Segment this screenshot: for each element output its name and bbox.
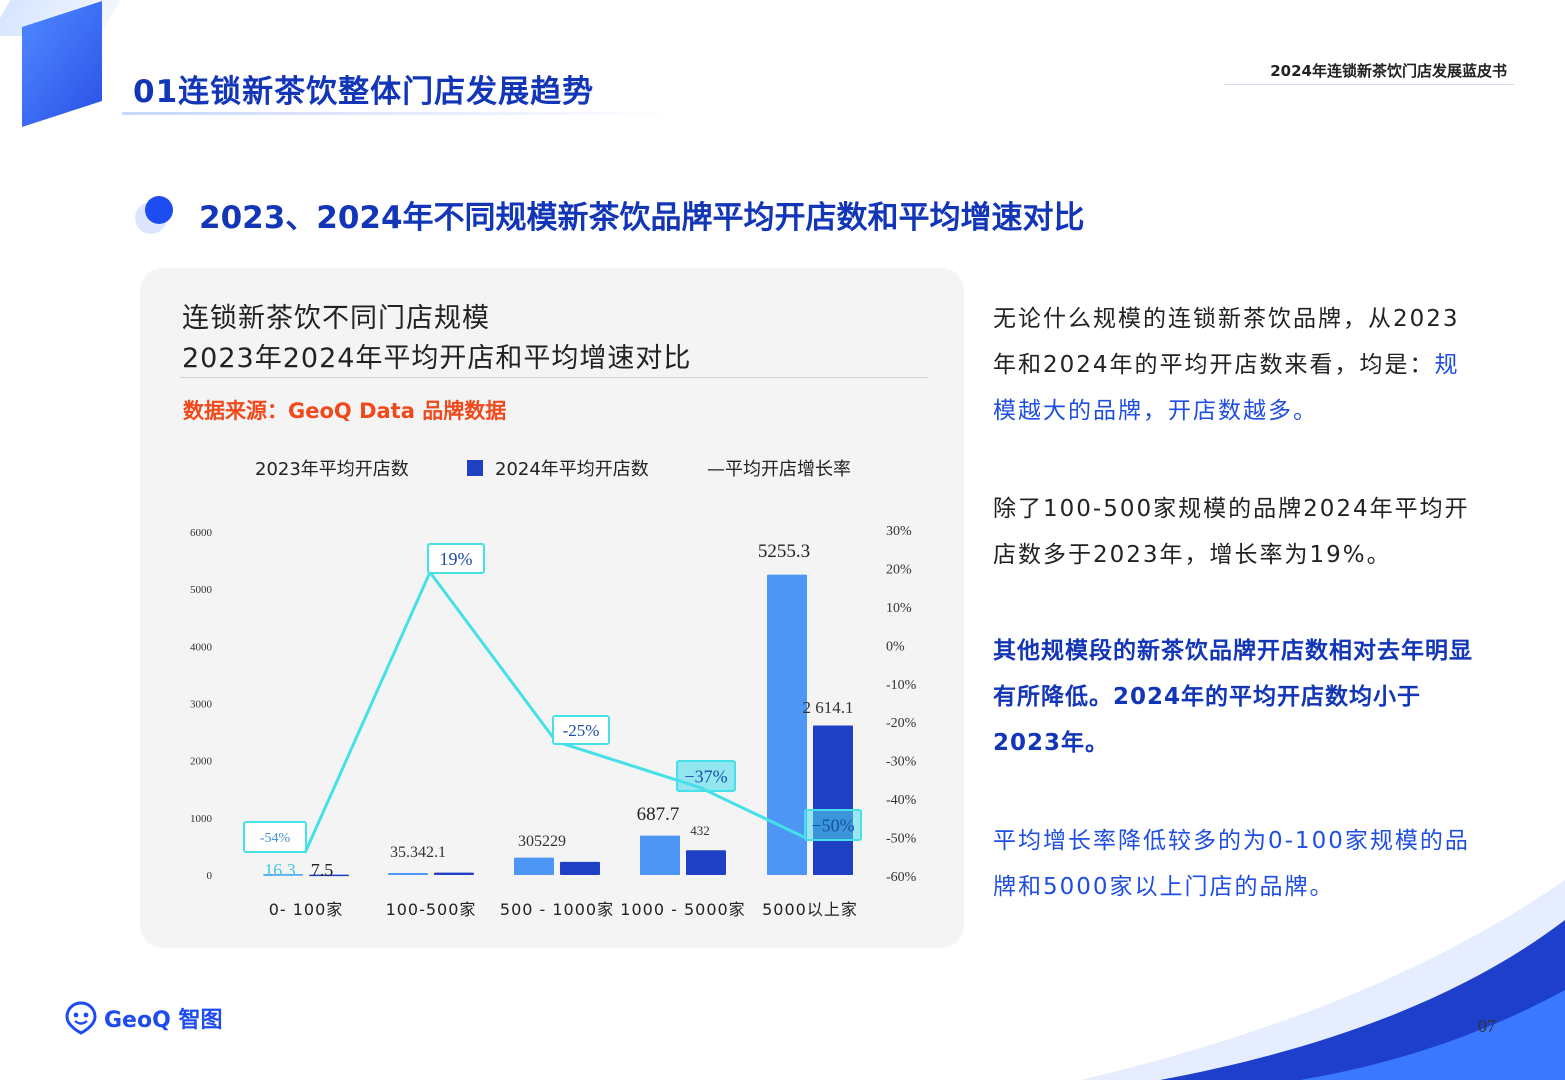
geoq-logo-icon: [65, 1001, 97, 1035]
paragraph-4: 平均增长率降低较多的为0-100家规模的品牌和5000家以上门店的品牌。: [993, 828, 1470, 900]
bar-label-2023: 5255.3: [758, 541, 810, 562]
growth-rate-callout: [676, 760, 736, 792]
chart-title-line-1: 连锁新茶饮不同门店规模: [182, 303, 490, 334]
bar-2023: [514, 857, 554, 875]
x-tick-label: 1000 - 5000家: [620, 900, 745, 919]
bar-2024: [434, 872, 474, 875]
y-left-tick-label: 1000: [190, 813, 213, 825]
section-title-underline: [122, 112, 682, 115]
growth-rate-label: -54%: [260, 831, 291, 846]
legend-2024-swatch: [467, 460, 483, 476]
paragraph-1-text: 无论什么规模的连锁新茶饮品牌，从2023年和2024年的平均开店数来看，均是：: [993, 306, 1460, 378]
footer-logo: GeoQ 智图: [64, 1001, 222, 1035]
x-tick-label: 500 - 1000家: [500, 900, 614, 919]
bar-label-2024: 2 614.1: [803, 698, 854, 717]
y-right-tick-label: 10%: [886, 601, 912, 616]
y-right-tick-label: -60%: [886, 870, 917, 885]
section-title: 01连锁新茶饮整体门店发展趋势: [133, 74, 595, 110]
bar-label-2024: 7.5: [311, 860, 334, 880]
slide-subtitle: 2023、2024年不同规模新茶饮品牌平均开店数和平均增速对比: [199, 200, 1085, 236]
chart-title-line-2: 2023年2024年平均开店和平均增速对比: [182, 343, 692, 374]
y-right-tick-label: 20%: [886, 562, 912, 577]
y-left-tick-label: 6000: [190, 527, 213, 539]
bar-2024: [560, 861, 600, 875]
y-right-tick-label: -10%: [886, 678, 917, 693]
bar-2023: [263, 874, 303, 876]
bar-2024: [813, 725, 853, 875]
bar-label-merged: 35.342.1: [390, 844, 446, 861]
y-right-tick-label: -40%: [886, 793, 917, 808]
x-tick-label: 5000以上家: [762, 900, 858, 919]
y-right-tick-label: -20%: [886, 716, 917, 731]
x-tick-label: 100-500家: [386, 900, 477, 919]
subtitle-bullet-icon: [131, 196, 175, 236]
y-right-tick-label: -30%: [886, 755, 917, 770]
paragraph-1-highlight: 规模越大的品牌，开店数越多。: [993, 352, 1460, 424]
y-left-tick-label: 3000: [190, 699, 213, 711]
bar-2023: [640, 835, 680, 875]
growth-rate-callout: [427, 543, 485, 574]
bar-label-2023: 16.3: [264, 860, 296, 880]
y-left-tick-label: 0: [207, 870, 213, 882]
bar-2023: [388, 872, 428, 875]
document-title: 2024年连锁新茶饮门店发展蓝皮书: [1270, 62, 1507, 80]
y-right-tick-label: -50%: [886, 832, 917, 847]
x-tick-label: 0- 100家: [269, 900, 344, 919]
paragraph-2: 除了100-500家规模的品牌2024年平均开店数多于2023年，增长率为19%…: [993, 496, 1470, 568]
logo-text: GeoQ 智图: [104, 1008, 223, 1033]
legend-2023-label: 2023年平均开店数: [255, 459, 409, 480]
bar-label-2023: 687.7: [637, 804, 680, 825]
growth-rate-callout: [243, 821, 307, 853]
page-number: 07: [1478, 1016, 1496, 1036]
growth-rate-callout: [552, 715, 610, 745]
y-left-tick-label: 5000: [190, 584, 213, 596]
legend-2024-label: 2024年平均开店数: [495, 459, 649, 480]
bar-label-2024: 432: [690, 823, 710, 838]
growth-rate-line: [303, 569, 806, 854]
growth-rate-label: −50%: [811, 815, 854, 835]
bar-2023: [767, 574, 807, 875]
paragraph-3: 其他规模段的新茶饮品牌开店数相对去年明显有所降低。2024年的平均开店数均小于2…: [993, 638, 1473, 756]
y-right-tick-label: 0%: [886, 639, 905, 654]
growth-rate-label: 19%: [440, 549, 473, 569]
bar-2024: [686, 850, 726, 875]
paragraph-1: 无论什么规模的连锁新茶饮品牌，从2023年和2024年的平均开店数来看，均是：规…: [993, 296, 1473, 434]
chart-source: 数据来源：GeoQ Data 品牌数据: [183, 399, 507, 423]
y-left-tick-label: 4000: [190, 641, 213, 653]
y-left-tick-label: 2000: [190, 756, 213, 768]
document-title-divider: [1224, 84, 1514, 85]
chart-title-divider: [180, 377, 928, 378]
y-right-tick-label: 30%: [886, 524, 912, 539]
growth-rate-callout: [804, 809, 862, 841]
bar-label-merged: 305229: [518, 833, 566, 850]
legend-growth-label: —平均开店增长率: [707, 459, 851, 480]
bar-2024: [309, 874, 349, 877]
growth-rate-label: −37%: [684, 766, 727, 786]
growth-rate-label: -25%: [563, 721, 600, 740]
